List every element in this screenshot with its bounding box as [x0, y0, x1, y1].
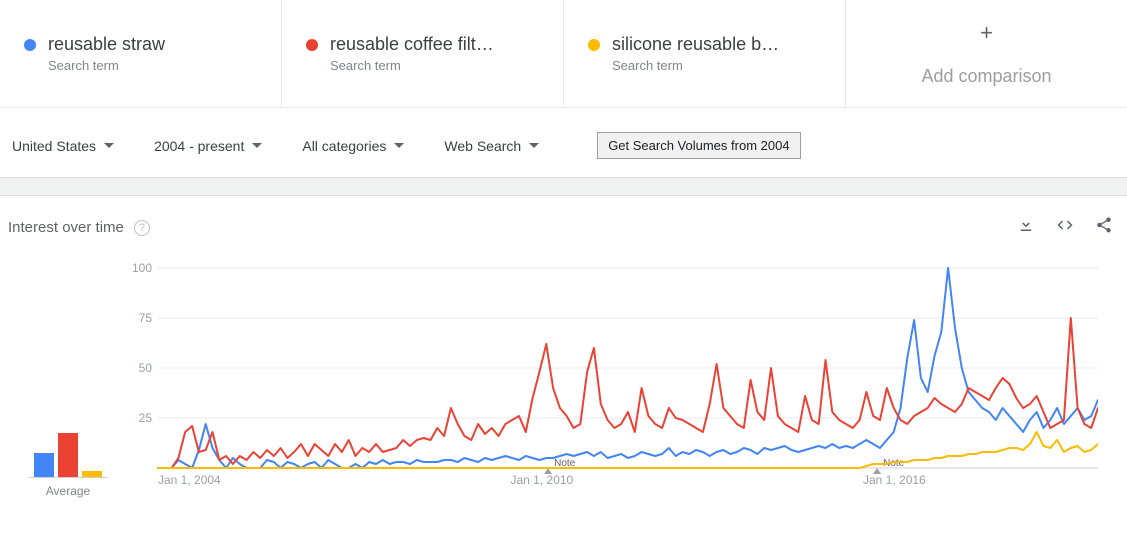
plus-icon: + — [980, 20, 993, 46]
add-comparison-label: Add comparison — [921, 66, 1051, 87]
term-card-3[interactable]: silicone reusable b… Search term — [564, 0, 846, 107]
avg-bar-2 — [58, 433, 78, 477]
add-comparison-button[interactable]: + Add comparison — [846, 0, 1127, 107]
chart-area: Average 25 50 75 100 Jan 1, 2004 Jan 1, 2010 J… — [0, 245, 1127, 508]
region-dropdown[interactable]: United States — [12, 138, 114, 154]
term-sub-1: Search term — [48, 58, 257, 73]
caret-down-icon — [394, 143, 404, 148]
download-icon[interactable] — [1017, 216, 1035, 239]
term-sub-3: Search term — [612, 58, 821, 73]
section-title: Interest over time — [8, 219, 124, 236]
get-search-volumes-button[interactable]: Get Search Volumes from 2004 — [597, 132, 800, 159]
term-title-3: silicone reusable b… — [612, 34, 779, 55]
term-title-2: reusable coffee filt… — [330, 34, 494, 55]
svg-text:100: 100 — [132, 263, 152, 275]
term-card-2[interactable]: reusable coffee filt… Search term — [282, 0, 564, 107]
avg-bar-1 — [34, 453, 54, 477]
spacer-bar — [0, 178, 1127, 196]
svg-text:75: 75 — [139, 311, 153, 325]
term-dot-2 — [306, 39, 318, 51]
search-type-label: Web Search — [444, 138, 521, 154]
icon-group — [1017, 216, 1113, 239]
term-sub-2: Search term — [330, 58, 539, 73]
help-icon[interactable]: ? — [134, 220, 150, 236]
svg-text:50: 50 — [139, 361, 153, 375]
term-title-1: reusable straw — [48, 34, 165, 55]
svg-text:25: 25 — [139, 411, 153, 425]
caret-down-icon — [529, 143, 539, 148]
line-chart[interactable]: 25 50 75 100 Jan 1, 2004 Jan 1, 2010 Jan 1, 20… — [128, 263, 1113, 498]
chart-svg: 25 50 75 100 Jan 1, 2004 Jan 1, 2010 Jan 1, 20… — [128, 263, 1098, 493]
time-label: 2004 - present — [154, 138, 244, 154]
time-dropdown[interactable]: 2004 - present — [154, 138, 262, 154]
search-type-dropdown[interactable]: Web Search — [444, 138, 539, 154]
embed-icon[interactable] — [1055, 216, 1075, 239]
term-card-1[interactable]: reusable straw Search term — [0, 0, 282, 107]
category-dropdown[interactable]: All categories — [302, 138, 404, 154]
avg-bar-3 — [82, 471, 102, 477]
region-label: United States — [12, 138, 96, 154]
category-label: All categories — [302, 138, 386, 154]
section-header: Interest over time ? — [0, 196, 1127, 245]
svg-text:Jan 1, 2004: Jan 1, 2004 — [158, 473, 221, 487]
average-bars — [28, 278, 108, 478]
caret-down-icon — [104, 143, 114, 148]
average-block: Average — [8, 278, 128, 498]
term-dot-3 — [588, 39, 600, 51]
term-dot-1 — [24, 39, 36, 51]
average-label: Average — [46, 484, 90, 498]
filters-row: United States 2004 - present All categor… — [0, 108, 1127, 178]
svg-text:Jan 1, 2010: Jan 1, 2010 — [511, 473, 574, 487]
share-icon[interactable] — [1095, 216, 1113, 239]
caret-down-icon — [252, 143, 262, 148]
terms-row: reusable straw Search term reusable coff… — [0, 0, 1127, 108]
svg-text:Jan 1, 2016: Jan 1, 2016 — [863, 473, 926, 487]
